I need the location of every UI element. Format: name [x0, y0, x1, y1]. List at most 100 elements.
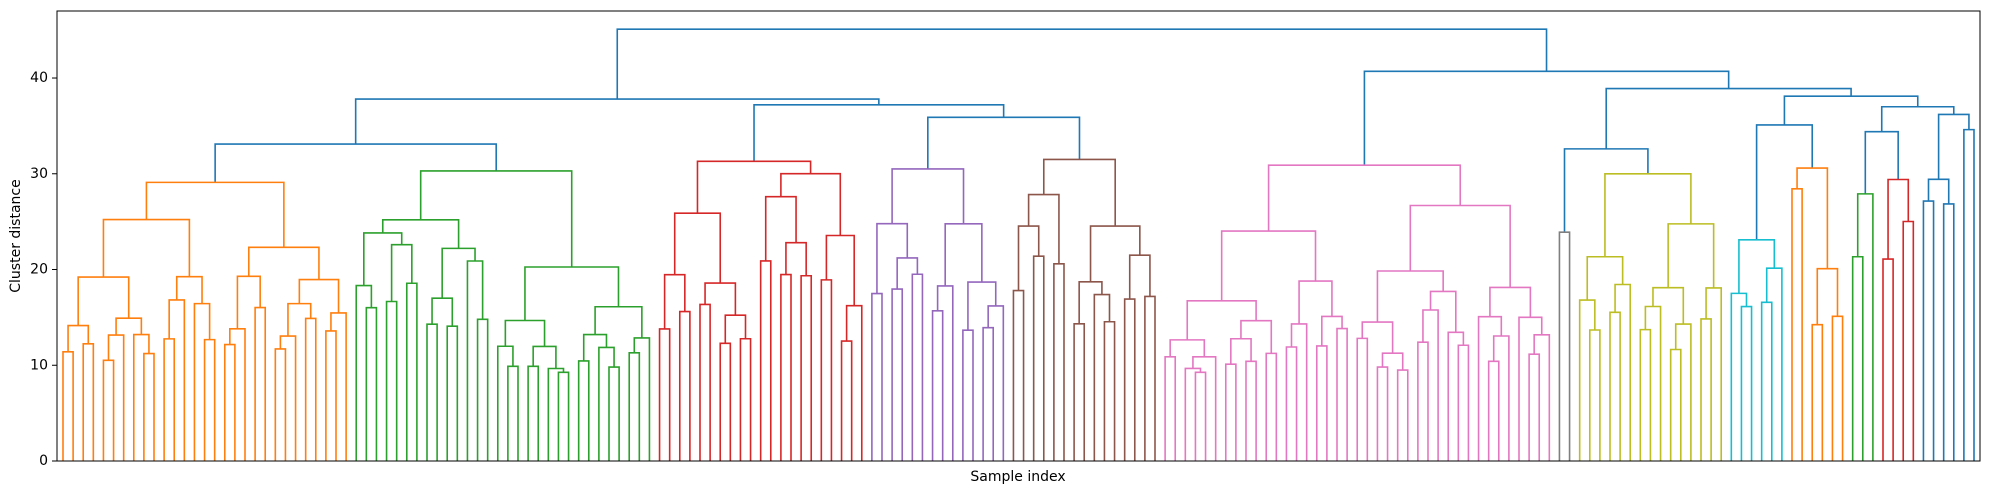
dendrogram-link	[825, 234, 855, 306]
dendrogram-link	[1267, 164, 1462, 232]
dendrogram-link	[891, 288, 904, 461]
dendrogram-link	[363, 232, 403, 286]
dendrogram-link	[1089, 225, 1141, 282]
dendrogram-link	[203, 338, 216, 461]
dendrogram-link	[1674, 323, 1692, 461]
dendrogram-link	[891, 168, 965, 224]
dendrogram-link	[1409, 204, 1511, 288]
dendrogram-link	[1700, 318, 1712, 461]
dendrogram-link	[780, 273, 792, 461]
dendrogram-link	[845, 304, 863, 461]
dendrogram-link	[1290, 323, 1308, 461]
dendrogram-link	[1816, 267, 1839, 325]
y-tick-label: 20	[30, 262, 48, 278]
dendrogram-link	[527, 365, 540, 461]
dendrogram-link	[673, 212, 722, 284]
dendrogram-link	[1831, 315, 1844, 461]
dendrogram-link	[628, 352, 641, 461]
dendrogram-link	[330, 312, 347, 461]
dendrogram-link	[102, 218, 191, 278]
dendrogram-link	[1123, 298, 1136, 461]
dendrogram-link	[547, 367, 565, 461]
dendrogram-link	[582, 333, 608, 361]
dendrogram-link	[441, 247, 476, 299]
dendrogram-link	[1755, 124, 1814, 240]
dendrogram-link	[927, 116, 1081, 169]
dendrogram-link	[102, 359, 115, 461]
dendrogram-link	[1730, 292, 1748, 461]
dendrogram-link	[1578, 299, 1596, 461]
dendrogram-link	[466, 260, 484, 461]
dendrogram-link	[1644, 305, 1662, 461]
dendrogram-link	[1194, 371, 1207, 461]
dendrogram-link	[780, 172, 842, 236]
dendrogram-link	[800, 274, 813, 461]
dendrogram-link	[871, 292, 883, 461]
dendrogram-link	[1880, 105, 1955, 132]
dendrogram-link	[1783, 95, 1919, 125]
dendrogram-link	[1738, 239, 1776, 294]
dendrogram-link	[598, 346, 615, 461]
dendrogram-link	[696, 160, 812, 214]
dendrogram-link	[820, 279, 833, 461]
dendrogram-link	[753, 104, 1005, 162]
dendrogram-link	[236, 275, 261, 329]
dendrogram-link	[1417, 341, 1429, 461]
dendrogram-link	[168, 299, 186, 461]
dendrogram-link	[1032, 255, 1045, 461]
dendrogram-link	[405, 282, 418, 461]
dendrogram-link	[145, 181, 285, 248]
dendrogram-link	[1192, 355, 1217, 461]
dendrogram-link	[476, 318, 489, 461]
dendrogram-link	[1887, 178, 1910, 260]
dendrogram-link	[287, 302, 312, 337]
dendrogram-link	[962, 329, 974, 461]
dendrogram-link	[1528, 353, 1541, 461]
dendrogram-link	[1811, 323, 1824, 461]
dendrogram-link	[62, 351, 74, 461]
dendrogram-link	[987, 305, 1005, 461]
dendrogram-link	[1381, 352, 1404, 371]
y-axis-label: Cluster distance	[8, 179, 24, 292]
dendrogram-link	[143, 352, 155, 461]
dendrogram-link	[1492, 335, 1510, 461]
dendrogram-link	[1963, 128, 1975, 461]
dendrogram-link	[304, 317, 317, 461]
dendrogram-link	[1614, 283, 1632, 461]
dendrogram-link	[840, 340, 853, 461]
dendrogram-link	[1169, 339, 1206, 357]
dendrogram-link	[354, 98, 880, 145]
dendrogram-link	[785, 241, 807, 276]
dendrogram-link	[739, 337, 752, 461]
dendrogram-link	[390, 243, 413, 302]
dendrogram-link	[594, 305, 643, 338]
dendrogram-link	[1164, 356, 1177, 461]
dendrogram-link	[967, 281, 997, 331]
dendrogram-link	[1609, 311, 1621, 461]
dendrogram-link	[764, 195, 797, 261]
y-tick-label: 40	[30, 70, 48, 86]
dendrogram-link	[1882, 258, 1894, 461]
dendrogram-link	[1518, 316, 1543, 461]
dendrogram-link	[704, 282, 737, 316]
dendrogram-link	[82, 342, 95, 461]
dendrogram-link	[1315, 345, 1328, 461]
dendrogram-link	[193, 302, 211, 461]
dendrogram-link	[1447, 331, 1465, 461]
dendrogram-link	[1321, 315, 1343, 346]
dendrogram-link	[175, 275, 203, 304]
dendrogram-link	[616, 28, 1548, 100]
dendrogram-link	[419, 170, 573, 267]
dendrogram-link	[557, 371, 570, 461]
dendrogram-link	[1558, 231, 1571, 461]
dendrogram-link	[759, 260, 772, 461]
dendrogram-link	[1265, 352, 1278, 461]
dendrogram-link	[1224, 363, 1237, 461]
dendrogram-link	[724, 314, 747, 344]
dendrogram-link	[1586, 255, 1624, 301]
dendrogram-link	[1457, 344, 1470, 461]
dendrogram-link	[982, 326, 995, 461]
dendrogram-link	[1669, 348, 1682, 461]
dendrogram-link	[1042, 158, 1116, 227]
